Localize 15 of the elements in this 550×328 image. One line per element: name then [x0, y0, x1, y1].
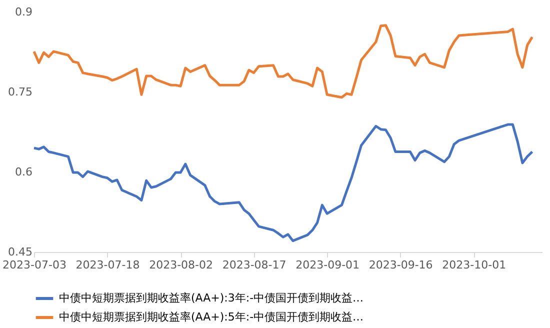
- legend-label: 中债中短期票据到期收益率(AA+):3年:-中债国开债到期收益…: [59, 292, 364, 304]
- x-tick-label: 2023-07-03: [2, 258, 66, 272]
- x-tick-label: 2023-10-01: [442, 258, 506, 272]
- line-series: [32, 24, 534, 99]
- y-tick-label: 0.45: [8, 246, 32, 258]
- x-tick-label: 2023-08-02: [149, 258, 214, 272]
- legend-label: 中债中短期票据到期收益率(AA+):5年:-中债国开债到期收益…: [59, 310, 364, 324]
- line-series: [32, 123, 534, 242]
- x-tick-label: 2023-09-01: [296, 258, 360, 272]
- y-tick-label: 0.75: [8, 86, 32, 98]
- y-tick-label: 0.6: [15, 166, 32, 178]
- y-tick-label: 0.9: [15, 6, 32, 18]
- x-tick-label: 2023-09-16: [368, 258, 433, 272]
- x-tick-label: 2023-07-18: [76, 258, 140, 272]
- x-tick-label: 2023-08-17: [222, 258, 286, 272]
